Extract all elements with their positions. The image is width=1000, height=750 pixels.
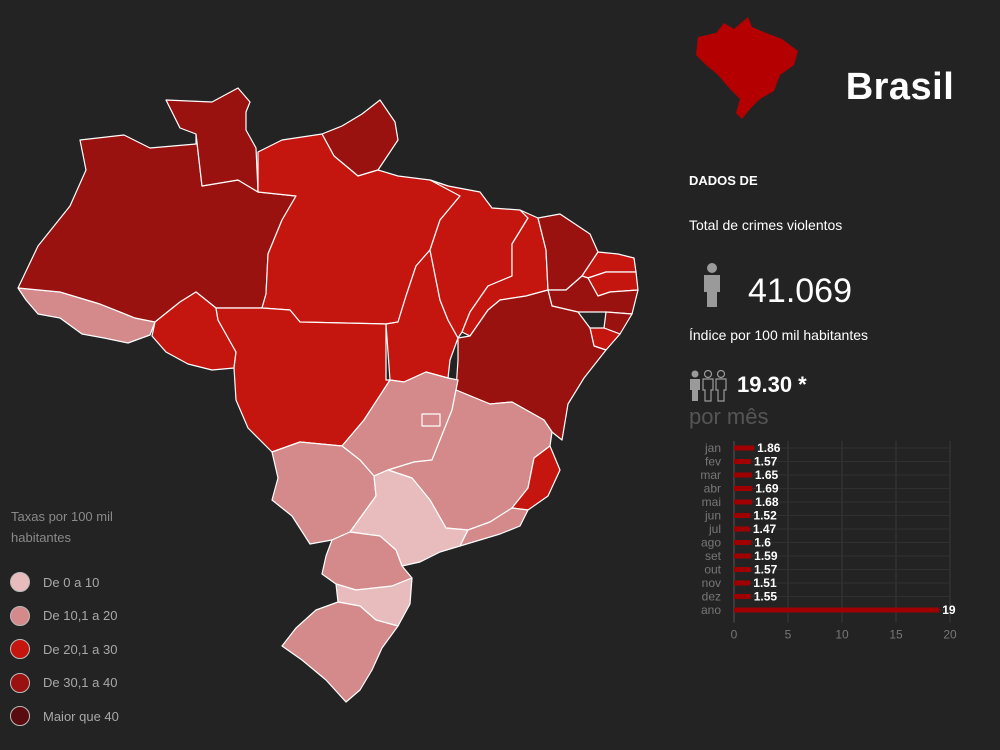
legend-item: De 10,1 a 20 (10, 605, 117, 627)
country-title: Brasil (845, 66, 955, 108)
state-rr[interactable] (165, 87, 259, 193)
legend-item: Maior que 40 (10, 705, 119, 727)
legend-label: De 10,1 a 20 (43, 608, 118, 623)
state-df[interactable] (421, 413, 441, 427)
state-rj[interactable] (459, 507, 529, 547)
legend-item: De 30,1 a 40 (10, 672, 117, 694)
legend-item: De 20,1 a 30 (10, 638, 117, 660)
person-icon (704, 263, 720, 307)
legend-swatch (10, 706, 30, 726)
legend-label: De 30,1 a 40 (43, 675, 118, 690)
legend-label: Maior que 40 (43, 708, 119, 724)
legend-title: Taxas por 100 mil habitantes (11, 509, 113, 545)
legend-label: De 20,1 a 30 (43, 641, 118, 657)
people-group-icon (690, 370, 727, 402)
legend-label: De 0 a 10 (43, 574, 100, 590)
section-heading: DADOS DE (689, 173, 758, 188)
legend-swatch (10, 672, 30, 693)
legend-item: De 0 a 10 (10, 571, 99, 593)
chart-title: por mês (689, 404, 769, 429)
legend-swatch (10, 639, 30, 659)
total-crimes-label: Total de crimes violentos (689, 217, 843, 233)
states-layer (17, 87, 639, 703)
index-label: Índice por 100 mil habitantes (689, 327, 868, 343)
index-value: 19.30 * (737, 372, 807, 397)
state-rs[interactable] (281, 601, 399, 703)
total-crimes-value: 41.069 (748, 272, 852, 310)
legend-swatch (10, 605, 30, 626)
state-es[interactable] (511, 445, 561, 511)
brazil-silhouette-icon (696, 17, 798, 119)
legend-swatch (10, 572, 30, 592)
